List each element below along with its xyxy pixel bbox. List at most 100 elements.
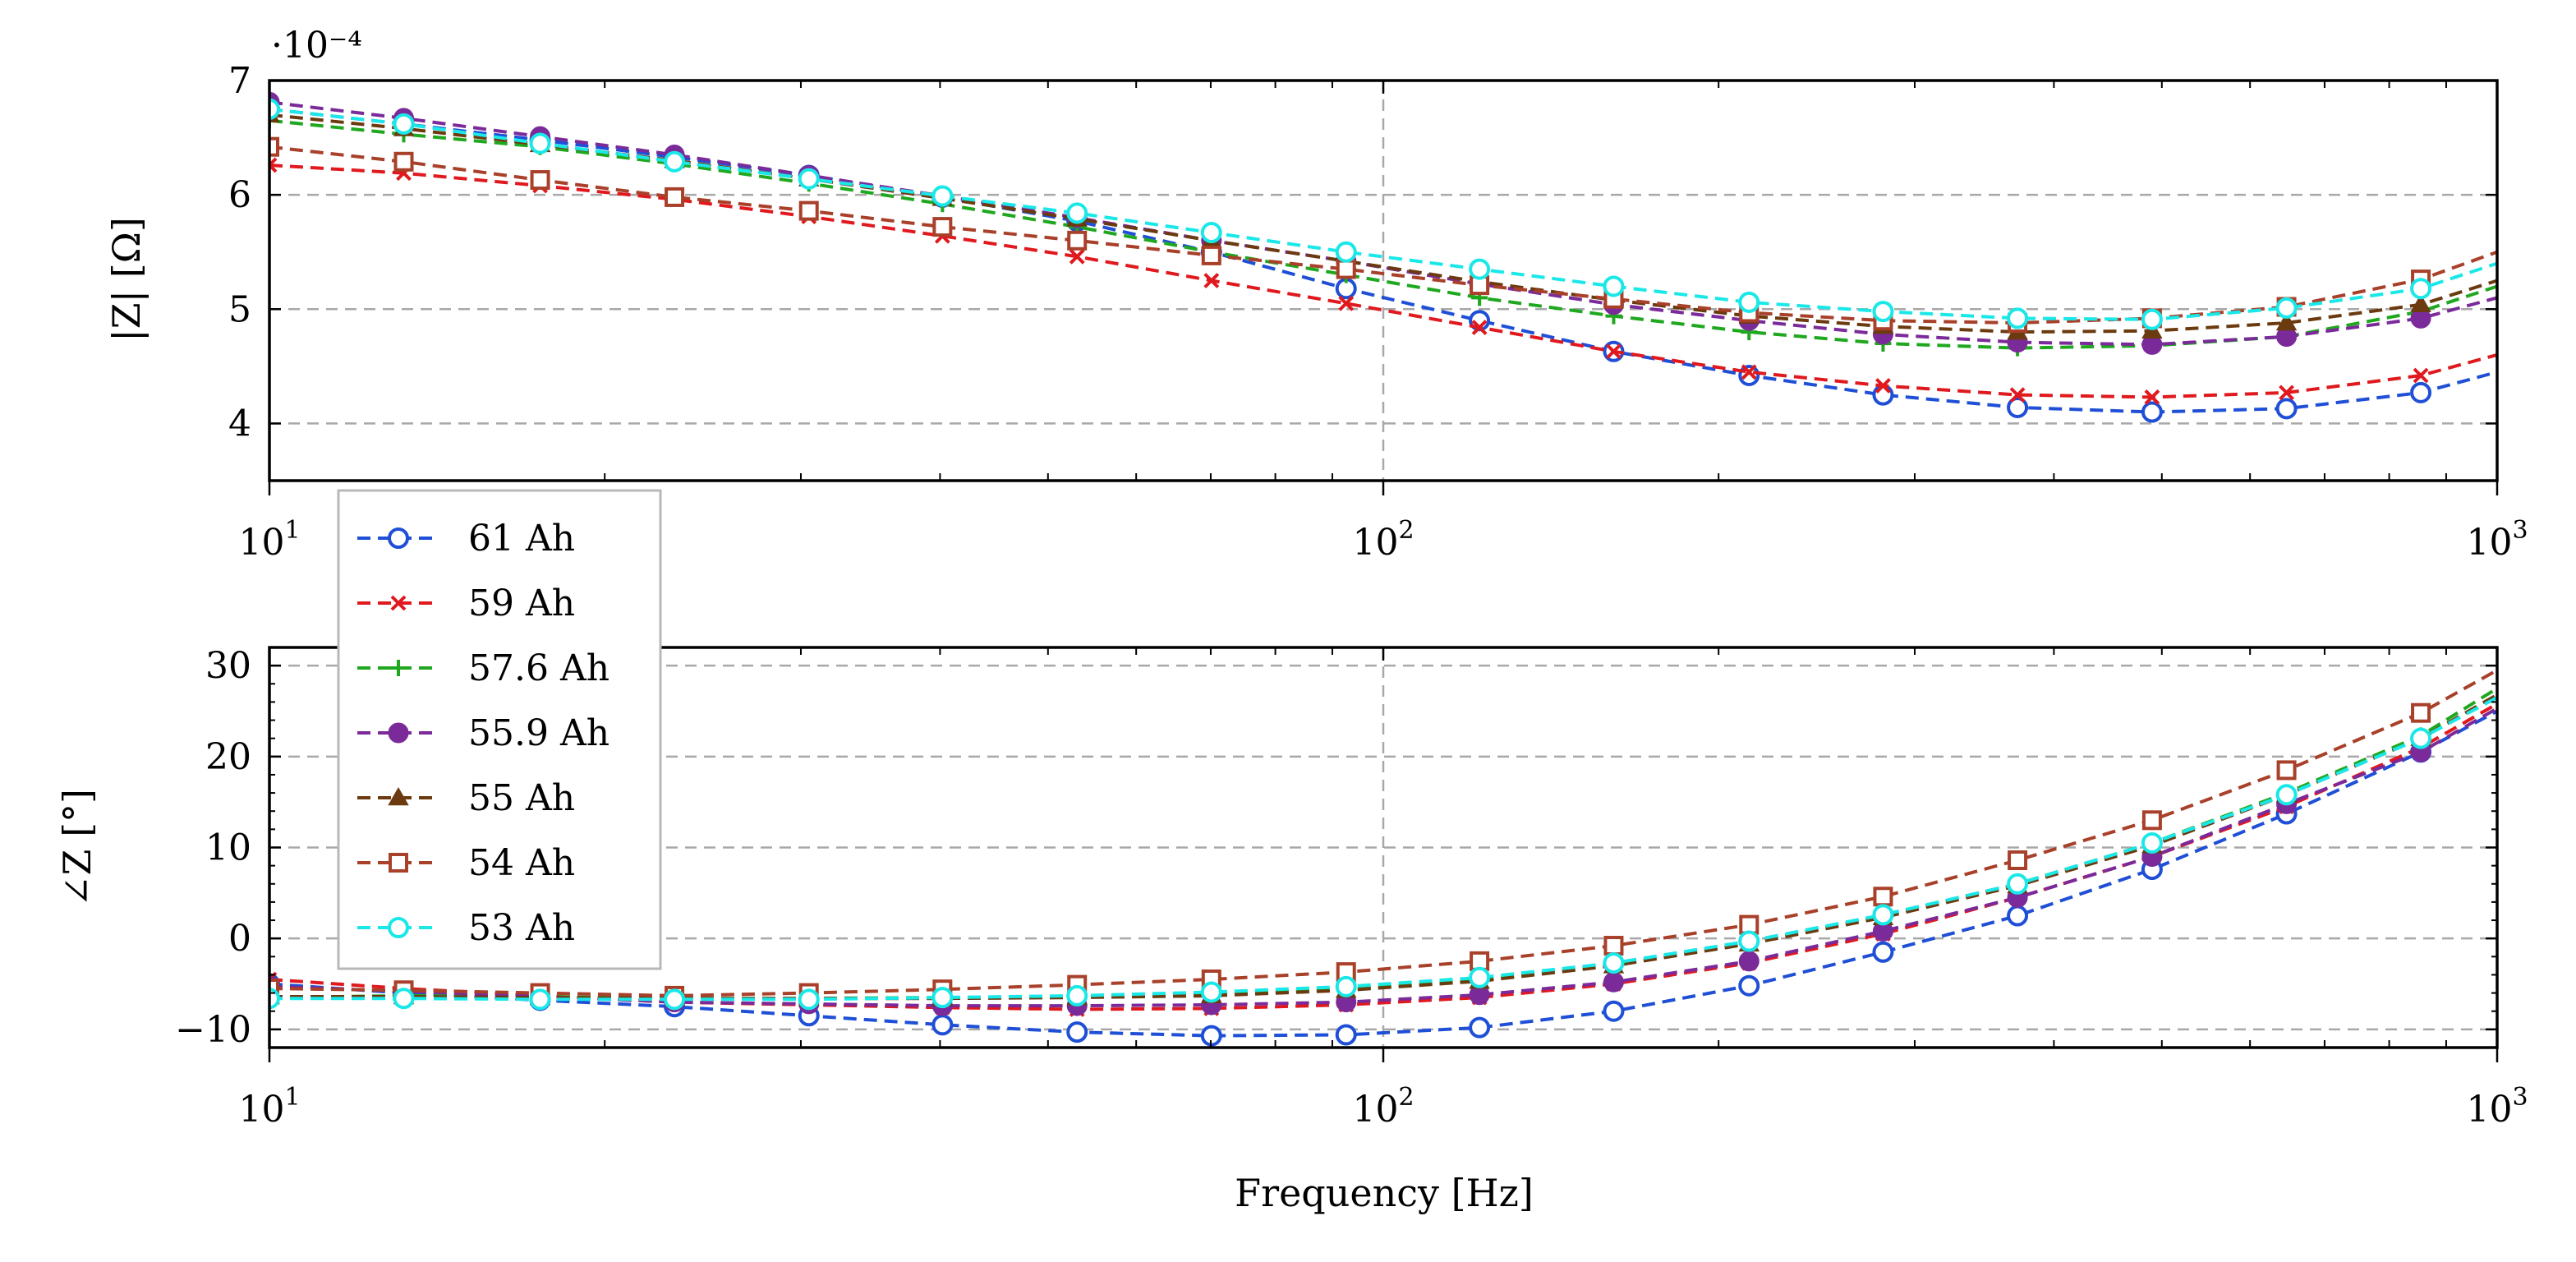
data-point: [1336, 259, 1356, 279]
y-tick-label: 20: [205, 736, 251, 778]
data-point: [1741, 364, 1757, 380]
data-point: [2144, 389, 2160, 405]
x-tick-label: 102: [1352, 1083, 1414, 1131]
data-point: [1603, 971, 1624, 993]
data-point: [2141, 308, 2163, 330]
data-point: [2275, 784, 2298, 806]
data-point: [1603, 952, 1625, 974]
data-point: [664, 988, 686, 1011]
data-point: [2410, 381, 2432, 403]
data-point: [2410, 278, 2432, 300]
data-point: [1738, 291, 1760, 313]
data-point: [2007, 396, 2029, 418]
series-line: [269, 696, 2497, 1002]
y-tick-label: 30: [205, 645, 251, 687]
x-axis-label: Frequency [Hz]: [1235, 1171, 1534, 1215]
legend-label: 57.6 Ah: [468, 647, 610, 689]
data-point: [798, 988, 820, 1011]
data-point: [664, 150, 686, 173]
data-point: [1471, 320, 1488, 335]
data-point: [1875, 378, 1891, 394]
data-point: [1067, 230, 1088, 251]
series-line: [269, 164, 2497, 399]
legend-marker: [388, 917, 409, 938]
legend-marker: [388, 722, 409, 744]
data-point: [2007, 873, 2029, 895]
y-tick-label: 0: [228, 918, 251, 960]
data-point: [665, 187, 685, 207]
data-point: [2275, 398, 2298, 420]
legend-label: 55.9 Ah: [468, 712, 610, 754]
y-tick-label: 4: [228, 403, 251, 444]
y-tick-label: −10: [175, 1009, 251, 1051]
data-point: [1069, 248, 1085, 265]
data-point: [1469, 258, 1491, 280]
data-point: [2008, 850, 2028, 870]
data-point: [1603, 936, 1624, 956]
series-line: [269, 107, 2497, 414]
series-line: [269, 107, 2497, 321]
data-point: [1603, 275, 1625, 297]
data-point: [1335, 241, 1357, 263]
data-point: [2141, 831, 2163, 854]
data-point: [393, 113, 415, 135]
data-point: [269, 988, 280, 1010]
phase-y-axis-label: ∠Z [°]: [55, 789, 99, 907]
legend-entry: 61 Ah: [357, 518, 575, 560]
data-point: [1066, 984, 1088, 1006]
data-point: [1335, 975, 1357, 997]
data-point: [269, 979, 279, 999]
x-tick-label: 101: [238, 516, 300, 564]
legend-entry: 55 Ah: [357, 777, 575, 819]
data-point: [1201, 245, 1221, 265]
series-53-ah: [269, 98, 2497, 330]
data-point: [393, 988, 415, 1010]
data-point: [2276, 760, 2297, 781]
data-point: [1066, 202, 1088, 224]
series-line: [269, 668, 2497, 997]
data-point: [2009, 387, 2026, 403]
data-point: [2411, 702, 2431, 723]
data-point: [1738, 951, 1760, 972]
data-point: [2141, 810, 2162, 831]
legend-label: 55 Ah: [468, 777, 575, 819]
y-tick-label: 6: [228, 174, 251, 216]
legend-label: 54 Ah: [468, 842, 575, 884]
data-point: [1200, 981, 1222, 1003]
legend-label: 53 Ah: [468, 907, 575, 949]
y-tick-label: 7: [228, 60, 251, 102]
x-tick-label: 103: [2466, 516, 2528, 564]
data-point: [1603, 1000, 1625, 1022]
data-point: [2413, 367, 2429, 384]
data-point: [2007, 307, 2029, 329]
data-point: [1738, 974, 1760, 997]
legend-marker: [389, 853, 408, 873]
y-tick-label: 5: [228, 288, 251, 330]
x-tick-label: 101: [238, 1083, 300, 1131]
legend-marker: [388, 786, 409, 806]
magnitude-panel: 4 5 6 7 101 102 103: [228, 60, 2528, 564]
legend-label: 59 Ah: [468, 583, 575, 624]
data-point: [1738, 364, 1760, 386]
legend-marker: [390, 595, 407, 611]
data-point: [798, 168, 820, 190]
legend-label: 61 Ah: [468, 518, 575, 560]
data-point: [269, 98, 280, 120]
legend: 61 Ah 59 Ah 57.6 Ah 55.9 Ah 55 Ah 54 Ah 53 Ah: [337, 489, 662, 970]
legend-entry: 57.6 Ah: [357, 647, 610, 689]
data-point: [2410, 293, 2431, 312]
data-point: [1066, 1021, 1088, 1043]
data-point: [1469, 1016, 1491, 1039]
data-point: [1872, 904, 1894, 926]
data-point: [529, 988, 551, 1011]
data-point: [932, 987, 954, 1009]
data-point: [269, 136, 279, 157]
magnitude-y-axis-label: |Z| [Ω]: [104, 217, 149, 342]
legend-entry: 54 Ah: [357, 842, 575, 884]
y-tick-label: 10: [205, 827, 251, 869]
data-point: [1335, 1024, 1357, 1046]
legend-entry: 55.9 Ah: [357, 712, 610, 754]
data-point: [1872, 301, 1894, 323]
data-point: [932, 185, 954, 207]
data-point: [1872, 941, 1894, 963]
